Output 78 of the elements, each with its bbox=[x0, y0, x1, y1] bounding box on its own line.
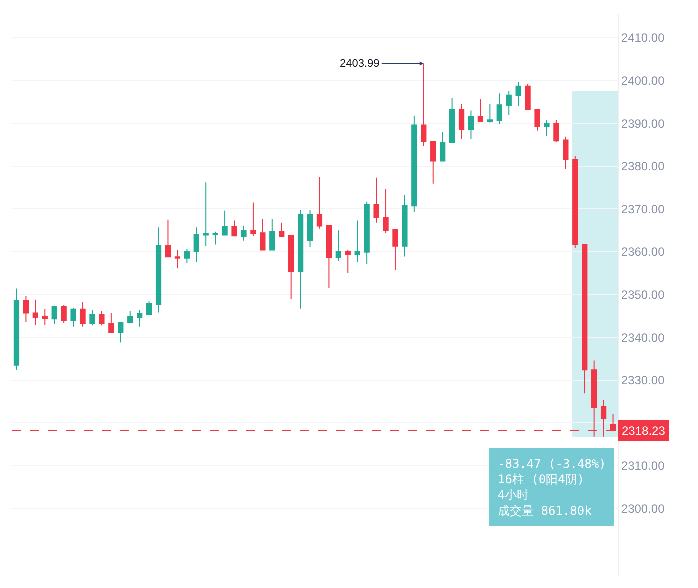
candlestick bbox=[23, 296, 30, 323]
y-tick-label: 2410.00 bbox=[621, 31, 666, 46]
candlestick bbox=[80, 302, 86, 328]
candlestick bbox=[534, 108, 540, 132]
candlestick bbox=[316, 176, 323, 230]
candlestick bbox=[232, 220, 238, 237]
candlestick bbox=[194, 227, 200, 263]
y-tick-label: 2380.00 bbox=[621, 160, 666, 174]
candlestick bbox=[128, 310, 134, 324]
y-tick-label: 2390.00 bbox=[621, 116, 666, 131]
candlestick bbox=[70, 308, 76, 328]
candlestick bbox=[544, 120, 550, 136]
y-tick-label: 2310.00 bbox=[621, 459, 666, 474]
annotation: 成交量 861.80k bbox=[498, 504, 593, 518]
y-tick-label: 2400.00 bbox=[621, 74, 666, 88]
candlestick bbox=[222, 210, 228, 236]
candlestick bbox=[326, 225, 332, 289]
candlestick bbox=[402, 194, 408, 258]
candlestick bbox=[42, 308, 48, 326]
candlestick bbox=[354, 220, 360, 263]
candlestick bbox=[478, 98, 484, 122]
candlestick bbox=[146, 301, 152, 316]
candlestick bbox=[421, 63, 427, 147]
candlestick bbox=[32, 299, 38, 326]
candlestick bbox=[430, 141, 436, 184]
candlestick bbox=[468, 110, 474, 140]
candlestick bbox=[137, 310, 143, 328]
candlestick bbox=[516, 82, 522, 107]
candlestick bbox=[412, 115, 418, 213]
annotation: -83.47 (-3.48%) bbox=[498, 457, 606, 471]
y-tick-label: 2370.00 bbox=[621, 202, 666, 216]
candlestick bbox=[440, 132, 446, 162]
y-tick-label: 2330.00 bbox=[621, 374, 666, 388]
candlestick bbox=[212, 231, 218, 246]
candlestick bbox=[392, 229, 398, 270]
candlestick bbox=[288, 235, 294, 300]
candlestick bbox=[525, 84, 531, 110]
y-tick-label: 2360.00 bbox=[621, 245, 666, 260]
candlestick bbox=[250, 202, 256, 237]
candlestick bbox=[184, 248, 190, 264]
candlestick bbox=[118, 322, 124, 344]
y-tick-label: 2340.00 bbox=[621, 330, 666, 345]
y-tick-label: 2350.00 bbox=[621, 288, 666, 302]
candlestick bbox=[496, 93, 502, 125]
candlestick bbox=[279, 222, 285, 238]
candlestick bbox=[572, 156, 578, 249]
candlestick bbox=[203, 182, 209, 247]
candlestick bbox=[156, 227, 162, 314]
candlestick bbox=[298, 210, 304, 310]
candlestick bbox=[307, 210, 314, 248]
candlestick bbox=[99, 310, 105, 326]
candlestick bbox=[364, 201, 370, 264]
candlestick bbox=[383, 188, 389, 234]
candlestick bbox=[90, 310, 96, 326]
candlestick bbox=[165, 219, 172, 258]
annotation: 16柱 (0阳4阴) bbox=[498, 472, 585, 487]
candlestick bbox=[61, 304, 67, 324]
candlestick bbox=[487, 104, 493, 124]
candlestick bbox=[108, 312, 114, 334]
candlestick bbox=[52, 305, 58, 325]
candlestick bbox=[260, 218, 266, 251]
candlestick bbox=[336, 230, 342, 262]
candlestick bbox=[506, 90, 512, 116]
candlestick bbox=[554, 120, 560, 142]
annotation: 2403.99 bbox=[340, 58, 380, 70]
candlestick bbox=[174, 250, 181, 270]
ref-line-label: 2318.23 bbox=[622, 424, 666, 438]
candlestick bbox=[563, 136, 569, 170]
annotation: 4小时 bbox=[498, 488, 530, 502]
candlestick bbox=[458, 104, 465, 140]
candlestick bbox=[449, 98, 456, 144]
candlestick bbox=[582, 244, 588, 394]
candlestick bbox=[270, 218, 276, 251]
y-tick-label: 2300.00 bbox=[621, 502, 666, 516]
candlestick bbox=[14, 288, 20, 371]
candlestick bbox=[345, 250, 351, 274]
candlestick bbox=[241, 225, 247, 242]
candlestick bbox=[374, 177, 380, 224]
